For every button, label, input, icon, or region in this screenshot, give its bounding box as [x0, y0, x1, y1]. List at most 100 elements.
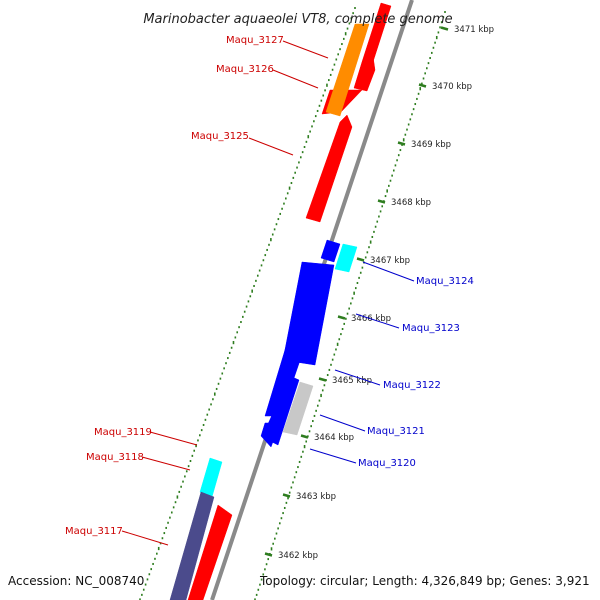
outer-tick-mark	[296, 166, 298, 169]
outer-tick-mark	[253, 284, 255, 287]
inner-tick-mark	[292, 481, 294, 484]
inner-tick-mark	[412, 108, 415, 111]
inner-tick-mark	[257, 588, 260, 591]
outer-tick-mark	[159, 542, 162, 545]
inner-tick-mark	[407, 123, 410, 126]
inner-tick-mark	[379, 210, 382, 213]
outer-tick-mark	[326, 83, 328, 87]
scale-tick	[418, 83, 427, 88]
gene-label[interactable]: Maqu_3122	[383, 380, 441, 391]
outer-tick-mark	[148, 573, 151, 576]
outer-tick-mark	[299, 156, 302, 159]
gene-label[interactable]: Maqu_3127	[226, 35, 284, 46]
inner-tick-mark	[378, 215, 380, 218]
inner-tick-mark	[331, 358, 334, 361]
inner-tick-mark	[421, 82, 423, 85]
gene-label[interactable]: Maqu_3117	[65, 526, 123, 537]
outer-tick-mark	[328, 79, 330, 82]
outer-tick-mark	[185, 470, 188, 473]
inner-tick-mark	[283, 506, 286, 509]
topology-text: Topology: circular; Length: 4,326,849 bp…	[260, 574, 590, 588]
inner-tick-mark	[389, 179, 392, 182]
outer-tick-mark	[247, 300, 250, 303]
inner-tick-mark	[399, 149, 402, 152]
gene-label[interactable]: Maqu_3119	[94, 427, 152, 438]
inner-tick-mark	[392, 169, 395, 172]
gene-arrow-forward[interactable]	[325, 23, 370, 117]
outer-tick-mark	[165, 526, 167, 529]
inner-tick-mark	[318, 399, 321, 402]
inner-tick-mark	[432, 46, 435, 49]
outer-tick-mark	[163, 532, 166, 535]
inner-tick-mark	[287, 496, 289, 500]
scale-tick	[440, 26, 449, 31]
label-leader-line	[141, 456, 191, 471]
gene-label[interactable]: Maqu_3121	[367, 426, 425, 437]
gene-arrow-forward[interactable]	[187, 504, 233, 600]
outer-tick-mark	[219, 377, 222, 380]
inner-tick-mark	[346, 312, 349, 315]
outer-tick-mark	[154, 557, 156, 560]
gene-arrow-forward[interactable]	[353, 55, 376, 92]
inner-tick-mark	[302, 450, 304, 453]
outer-tick-mark	[182, 480, 184, 483]
outer-tick-mark	[275, 223, 278, 226]
outer-tick-mark	[152, 562, 154, 565]
inner-tick-mark	[262, 573, 265, 576]
inner-tick-mark	[371, 235, 374, 238]
outer-tick-mark	[144, 583, 147, 586]
accession-text: Accession: NC_008740	[8, 574, 145, 588]
outer-tick-mark	[307, 135, 310, 139]
gene-label[interactable]: Maqu_3120	[358, 458, 416, 469]
inner-tick-mark	[435, 35, 438, 40]
gene-arrow-forward[interactable]	[305, 114, 353, 223]
outer-tick-mark	[197, 439, 199, 442]
inner-tick-mark	[386, 189, 388, 193]
outer-tick-mark	[242, 315, 244, 318]
inner-tick-mark	[430, 51, 433, 54]
outer-tick-mark	[157, 546, 160, 551]
outer-tick-mark	[262, 259, 265, 262]
gene-label[interactable]: Maqu_3126	[216, 64, 274, 75]
outer-tick-mark	[298, 161, 300, 164]
label-leader-line	[309, 448, 357, 464]
outer-tick-mark	[264, 254, 267, 257]
outer-tick-mark	[348, 22, 351, 25]
scale-tick-label: 3465 kbp	[332, 376, 372, 386]
inner-tick-mark	[422, 77, 425, 80]
scale-tick-label: 3469 kbp	[411, 140, 451, 150]
gene-arrow-forward[interactable]	[282, 381, 314, 436]
gene-track	[169, 2, 392, 600]
gene-label[interactable]: Maqu_3118	[86, 452, 144, 463]
outer-tick-mark	[301, 151, 304, 154]
outer-tick-mark	[283, 202, 285, 205]
inner-tick-mark	[303, 445, 306, 449]
gene-label[interactable]: Maqu_3123	[402, 323, 460, 334]
outer-tick-mark	[268, 243, 270, 246]
gene-arrow-forward[interactable]	[199, 457, 223, 498]
inner-tick-mark	[326, 374, 329, 377]
inner-tick-mark	[414, 103, 417, 106]
gene-arrow-forward[interactable]	[169, 491, 215, 600]
gene-label[interactable]: Maqu_3124	[416, 276, 474, 287]
inner-tick-mark	[368, 246, 370, 249]
inner-tick-mark	[429, 57, 431, 60]
inner-tick-mark	[323, 384, 326, 387]
outer-tick-mark	[251, 289, 253, 293]
gene-arrow-forward[interactable]	[334, 243, 358, 273]
gene-arrow-reverse[interactable]	[282, 261, 335, 366]
scale-tick-label: 3462 kbp	[278, 551, 318, 561]
inner-tick-mark	[274, 537, 276, 540]
outer-tick-mark	[256, 274, 259, 277]
gene-arrow-reverse[interactable]	[320, 239, 341, 263]
inner-tick-mark	[275, 532, 278, 535]
outer-tick-mark	[170, 511, 173, 514]
outer-tick-mark	[314, 115, 317, 118]
inner-tick-mark	[288, 491, 291, 494]
gene-arrow-reverse[interactable]	[260, 422, 281, 448]
gene-label[interactable]: Maqu_3125	[191, 131, 249, 142]
inner-tick-mark	[278, 522, 281, 525]
inner-tick-mark	[364, 256, 367, 259]
outer-tick-mark	[271, 233, 274, 236]
gene-labels: Maqu_3127 Maqu_3126 Maqu_3125 Maqu_3124 Maqu…	[65, 35, 474, 546]
